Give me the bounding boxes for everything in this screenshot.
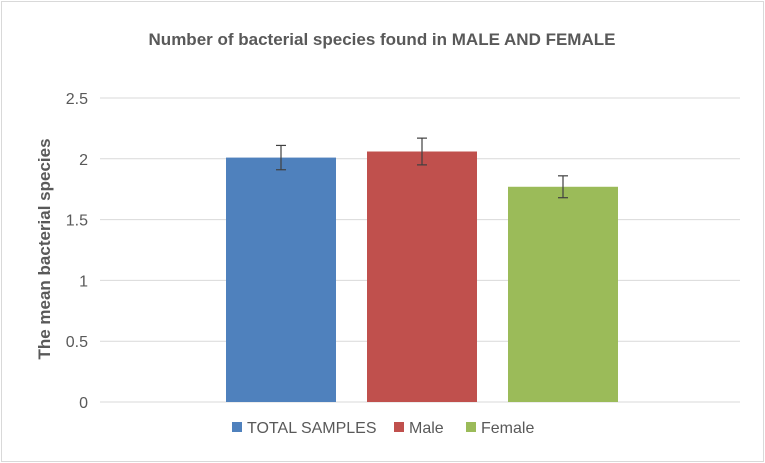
chart-title: Number of bacterial species found in MAL… [149,30,616,49]
legend-label: Male [409,420,444,437]
legend-swatch [232,422,242,432]
error-bar [558,175,568,199]
legend-swatch [394,422,404,432]
legend-label: TOTAL SAMPLES [247,420,377,437]
legend-item: Female [466,420,534,437]
bars [226,151,618,402]
y-tick-label: 1 [79,273,88,290]
y-tick-label: 0 [79,395,88,412]
bar [508,186,618,402]
bar [226,157,336,402]
error-bar [417,137,427,166]
y-tick-label: 0.5 [66,334,88,351]
y-axis-label: The mean bacterial species [35,138,54,359]
legend: TOTAL SAMPLES Male Female [232,420,534,437]
error-bar [276,144,286,171]
error-bars [276,137,568,199]
legend-swatch [466,422,476,432]
legend-item: TOTAL SAMPLES [232,420,377,437]
bar [367,151,477,402]
y-tick-label: 2 [79,152,88,169]
y-tick-labels: 0 0.5 1 1.5 2 2.5 [66,91,88,412]
y-tick-label: 1.5 [66,213,88,230]
legend-item: Male [394,420,444,437]
y-tick-label: 2.5 [66,91,88,108]
legend-label: Female [481,420,534,437]
